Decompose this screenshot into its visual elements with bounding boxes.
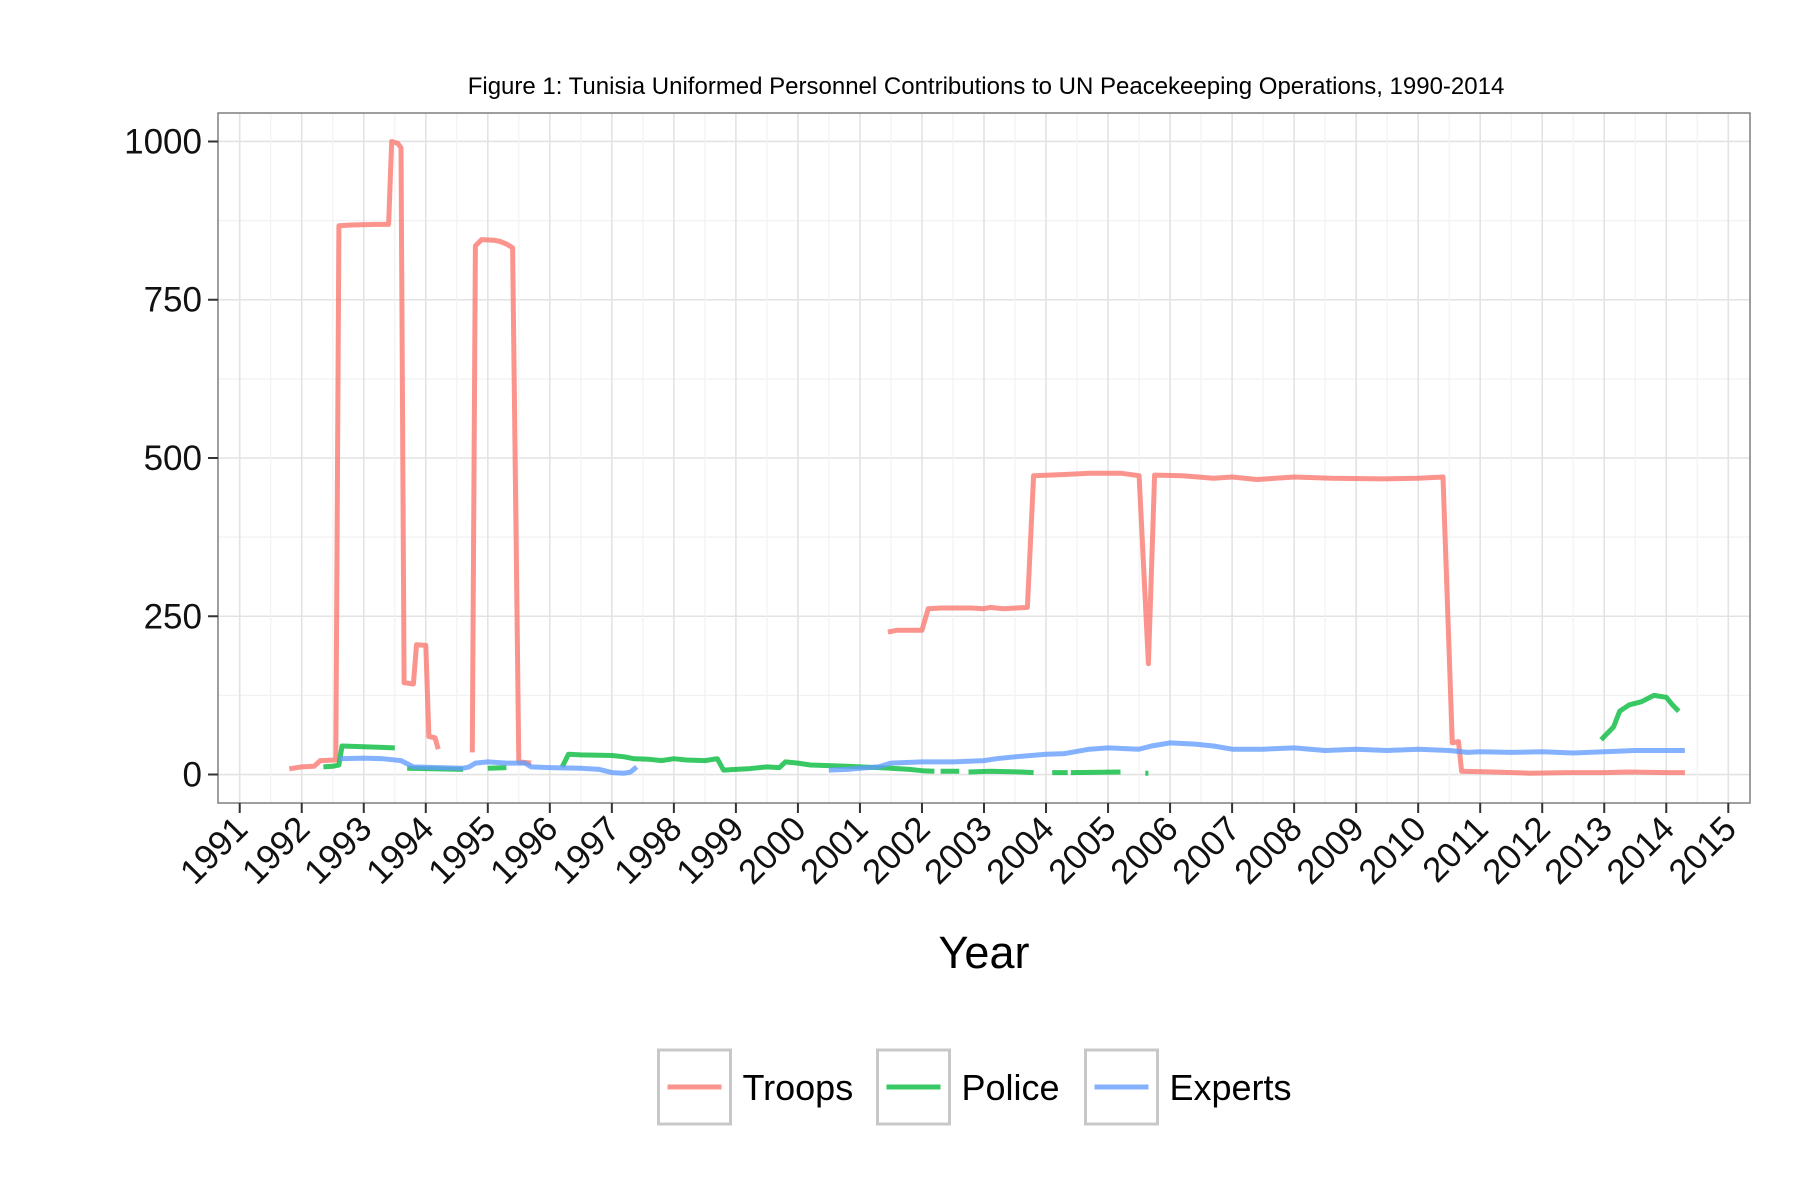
x-tick-label: 1998: [607, 809, 690, 892]
x-tick-label: 1999: [669, 809, 752, 892]
series-line-experts: [828, 740, 1685, 773]
series-line-police: [487, 765, 507, 771]
legend-item-police: Police: [876, 1048, 1060, 1126]
x-tick-label: 2007: [1165, 809, 1248, 892]
series-line-troops: [288, 139, 441, 772]
y-tick-label: 0: [183, 756, 202, 795]
series-line-troops: [887, 470, 1685, 776]
series-experts: [338, 740, 1685, 776]
x-tick-label: 2002: [855, 809, 938, 892]
legend: Troops Police Experts: [657, 1048, 1292, 1126]
series-line-police: [968, 768, 1034, 776]
series-line-police: [1070, 769, 1121, 776]
x-tick-label: 2004: [979, 809, 1062, 892]
x-tick-label: 2015: [1661, 809, 1744, 892]
series-line-police: [1599, 692, 1681, 742]
x-tick-label: 1991: [173, 809, 256, 892]
y-tick-label: 1000: [124, 122, 202, 161]
x-tick-label: 1995: [421, 809, 504, 892]
y-tick-label: 500: [144, 439, 202, 478]
legend-item-experts: Experts: [1084, 1048, 1292, 1126]
x-tick-label: 2003: [917, 809, 1000, 892]
x-tick-label: 2000: [731, 809, 814, 892]
series-layer: [288, 139, 1685, 776]
x-tick-label: 1993: [297, 809, 380, 892]
x-tick-label: 2011: [1415, 809, 1496, 890]
legend-label: Troops: [743, 1067, 854, 1108]
series-line-troops: [469, 237, 532, 766]
series-line-experts: [338, 755, 639, 776]
x-tick-label: 2008: [1227, 809, 1310, 892]
x-tick-label: 2009: [1289, 809, 1372, 892]
legend-item-troops: Troops: [657, 1048, 854, 1126]
x-tick-label: 2001: [793, 809, 876, 892]
x-tick-label: 1997: [545, 809, 628, 892]
series-line-police: [323, 743, 395, 770]
y-axis: 0 250 500 750 1000: [124, 122, 218, 795]
x-tick-label: 2014: [1599, 809, 1682, 892]
x-tick-label: 2006: [1103, 809, 1186, 892]
x-axis-title: Year: [939, 927, 1030, 978]
x-tick-label: 2012: [1475, 809, 1558, 892]
x-tick-label: 1996: [483, 809, 566, 892]
y-tick-label: 750: [144, 281, 202, 320]
chart-title: Figure 1: Tunisia Uniformed Personnel Co…: [468, 73, 1505, 100]
series-troops: [288, 139, 1685, 776]
x-tick-label: 2013: [1537, 809, 1620, 892]
x-tick-label: 1994: [359, 809, 442, 892]
x-tick-label: 2005: [1041, 809, 1124, 892]
x-axis: 1991199219931994199519961997199819992000…: [173, 803, 1744, 892]
legend-label: Experts: [1170, 1067, 1292, 1108]
x-tick-label: 2010: [1351, 809, 1434, 892]
x-tick-label: 1992: [235, 809, 318, 892]
y-tick-label: 250: [144, 597, 202, 636]
legend-label: Police: [962, 1067, 1060, 1108]
